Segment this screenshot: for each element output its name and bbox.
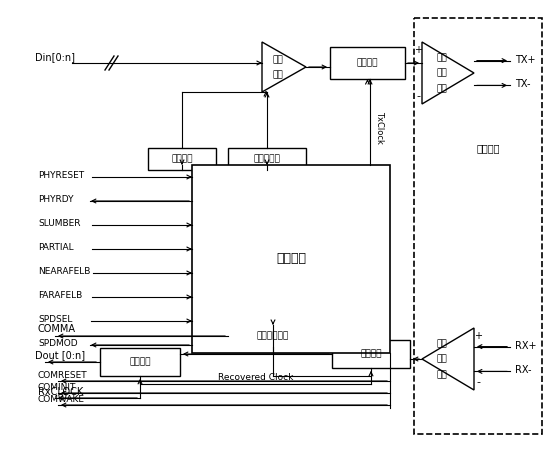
Bar [192,165,390,353]
Text: SPDMOD: SPDMOD [38,339,78,348]
Polygon shape [262,42,306,92]
Text: RX+: RX+ [515,341,536,351]
Text: COMWAKE: COMWAKE [38,396,85,405]
Bar [228,148,306,170]
Bar [228,325,318,347]
Text: 串并转换: 串并转换 [129,357,151,366]
Text: 开关: 开关 [272,70,283,79]
Text: RxCLOCK: RxCLOCK [38,387,83,397]
Bar [332,340,410,368]
Text: Recovered Clock: Recovered Clock [218,373,293,382]
Text: 同步字符检测: 同步字符检测 [257,332,289,341]
Bar [414,18,542,434]
Text: 系统时钟: 系统时钟 [171,154,192,163]
Text: 模拟前端: 模拟前端 [476,143,500,153]
Text: 控制模块: 控制模块 [276,252,306,266]
Text: PHYRDY: PHYRDY [38,195,74,204]
Text: TX+: TX+ [515,54,536,65]
Text: 数据提取: 数据提取 [360,350,382,359]
Text: +: + [474,331,482,341]
Text: 多路: 多路 [272,55,283,64]
Text: 输出: 输出 [436,84,447,93]
Text: COMMA: COMMA [38,324,76,334]
Text: TX-: TX- [515,79,531,90]
Text: PHYRESET: PHYRESET [38,171,84,180]
Bar [148,148,216,170]
Text: COMINIT: COMINIT [38,383,76,392]
Text: 输入: 输入 [436,370,447,379]
Text: 数据: 数据 [436,355,447,364]
Text: COMRESET: COMRESET [38,372,87,381]
Text: 差分: 差分 [436,339,447,348]
Polygon shape [422,328,474,390]
Text: RX-: RX- [515,365,531,375]
Text: SPDSEL: SPDSEL [38,315,73,324]
Text: 同步字符源: 同步字符源 [254,154,280,163]
Text: Din[0:n]: Din[0:n] [35,52,75,62]
Text: 并串转换: 并串转换 [357,58,378,68]
Text: 差分: 差分 [436,53,447,62]
Text: PARTIAL: PARTIAL [38,243,74,252]
Text: +: + [414,45,422,55]
Text: FARAFELB: FARAFELB [38,292,82,301]
Polygon shape [422,42,474,104]
Text: Dout [0:n]: Dout [0:n] [35,350,85,360]
Text: NEARAFELB: NEARAFELB [38,267,90,276]
Text: SLUMBER: SLUMBER [38,220,80,229]
Text: -: - [476,377,480,387]
Bar [330,47,405,79]
Text: -: - [416,91,420,101]
Bar [100,348,180,376]
Text: 数据: 数据 [436,68,447,77]
Text: TxClock: TxClock [375,111,384,144]
